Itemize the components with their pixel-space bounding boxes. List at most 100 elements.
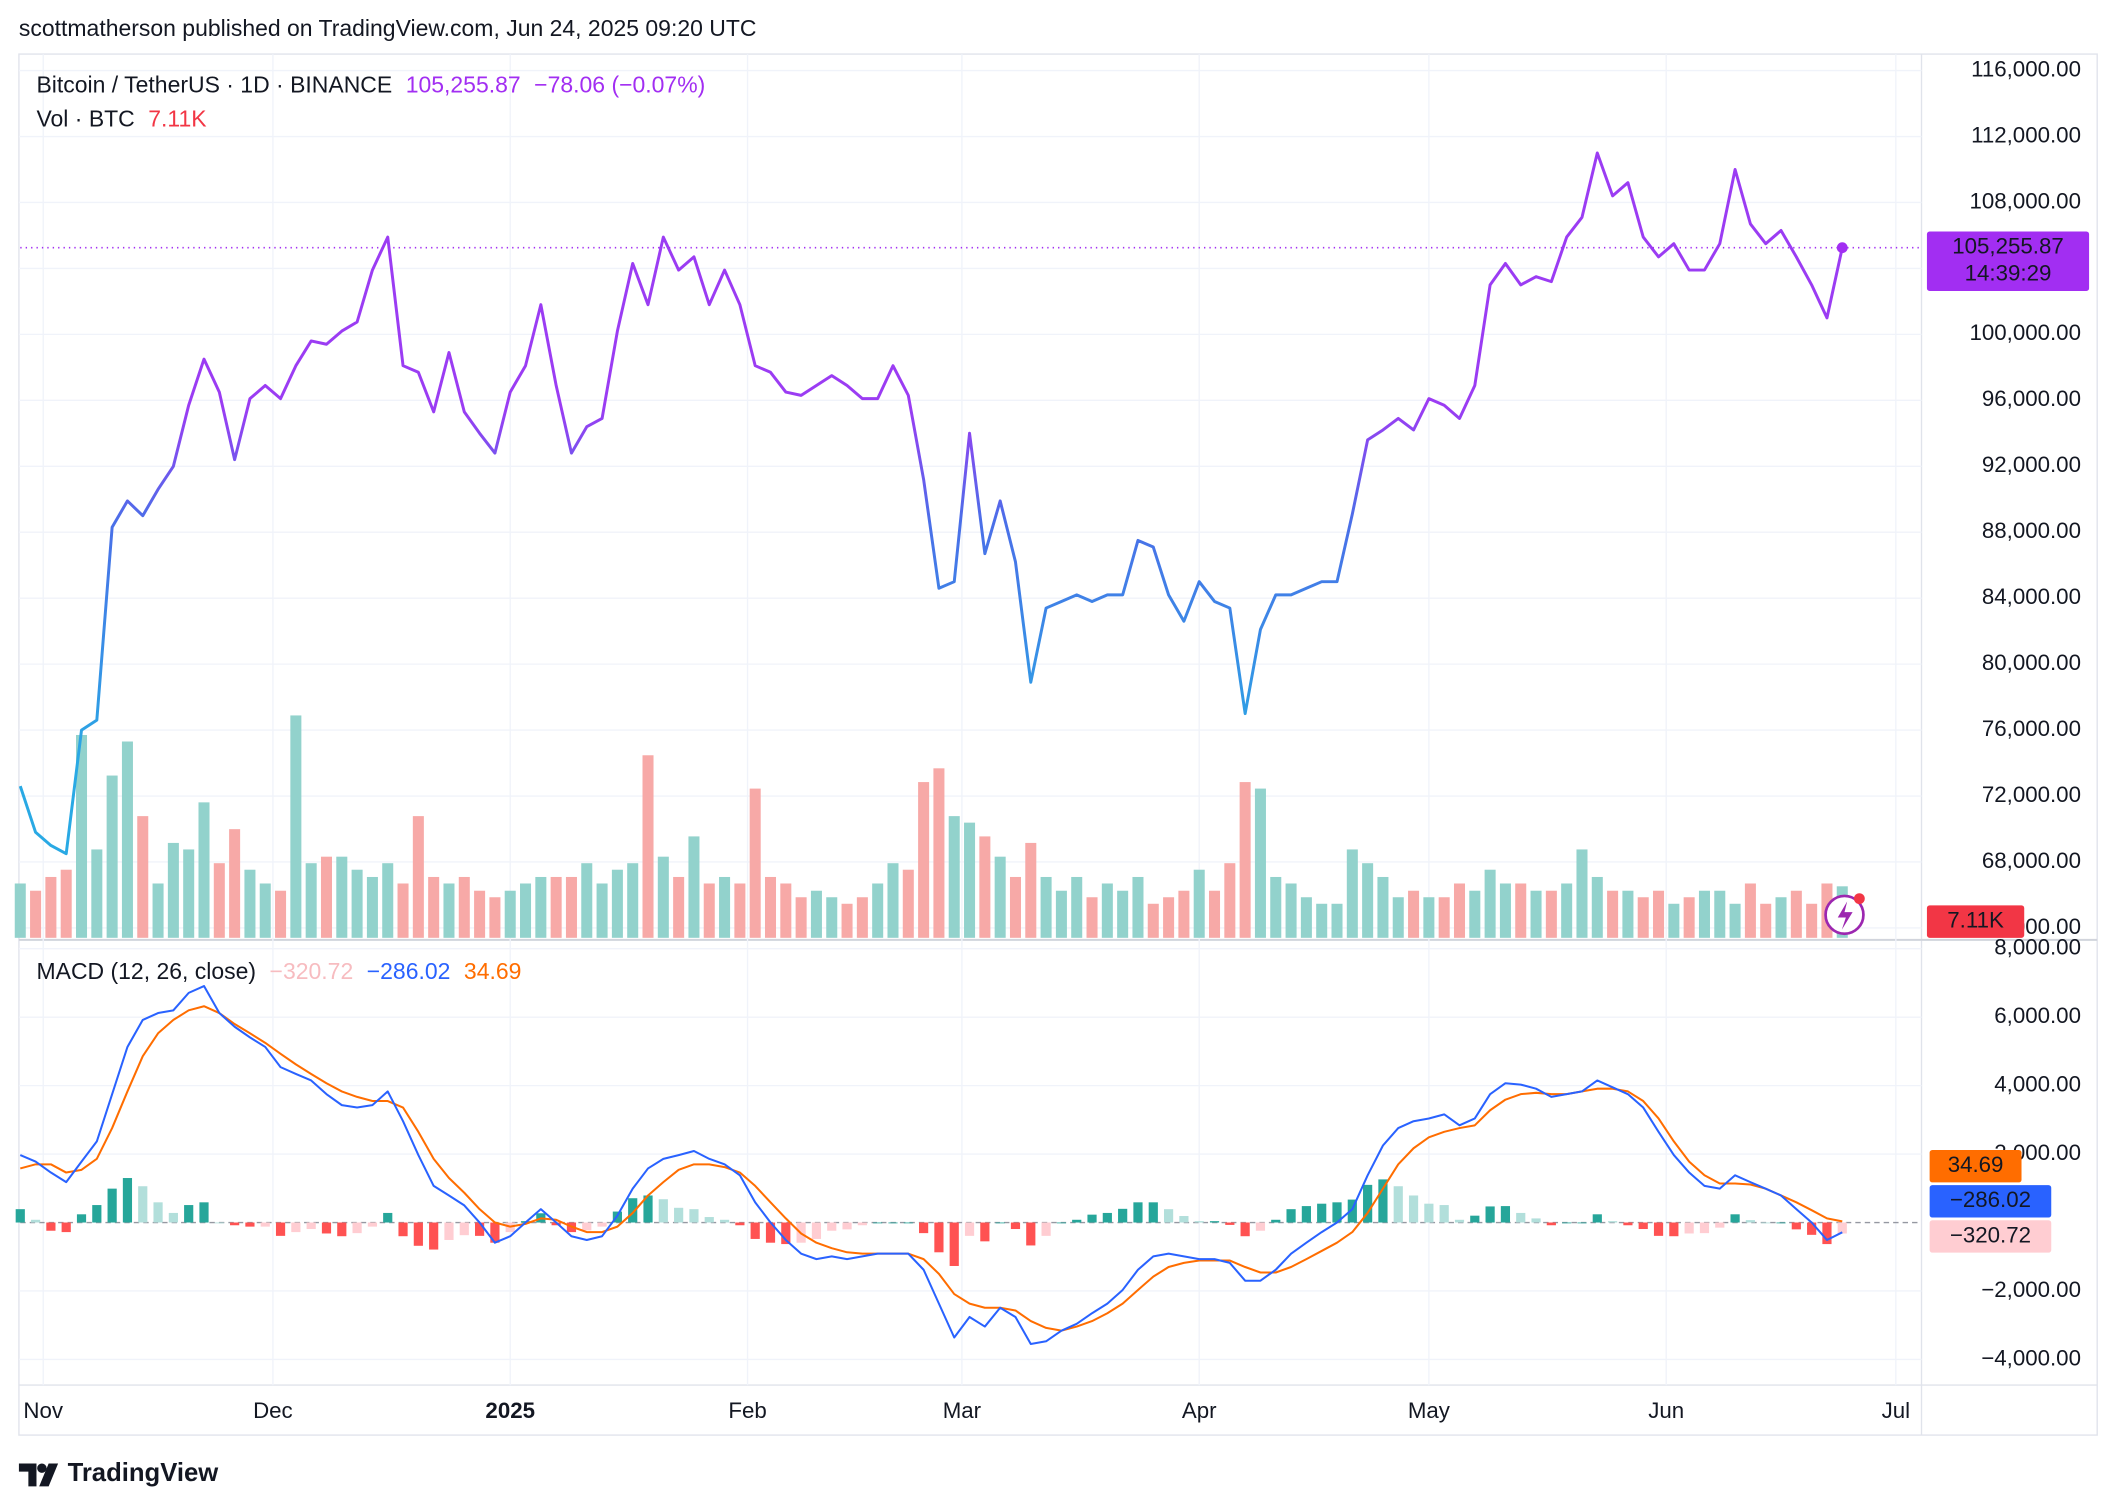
volume-bar — [1331, 903, 1343, 938]
y-tick-label: 84,000.00 — [1982, 584, 2081, 609]
volume-bar — [198, 802, 210, 938]
histogram-bar — [1562, 1222, 1572, 1224]
volume-bar — [1117, 890, 1129, 938]
volume-bar — [1653, 890, 1665, 938]
histogram-bar — [1072, 1219, 1082, 1223]
histogram-bar — [1225, 1222, 1235, 1225]
macd-title: MACD (12, 26, close) — [36, 958, 256, 984]
histogram-bar — [1010, 1222, 1021, 1230]
y-tick-label: −2,000.00 — [1981, 1277, 2081, 1302]
histogram-bar — [367, 1222, 378, 1227]
histogram-bar — [827, 1222, 837, 1231]
histogram-bar — [1837, 1222, 1847, 1234]
histogram-bar — [934, 1222, 944, 1253]
histogram-bar — [1776, 1222, 1786, 1224]
y-tick-label: 88,000.00 — [1982, 518, 2081, 543]
histogram-bar — [689, 1209, 699, 1223]
volume-bar — [810, 890, 822, 938]
volume-bar — [397, 883, 409, 938]
volume-bar — [1453, 883, 1466, 938]
volume-bar — [1362, 863, 1374, 938]
volume-bar — [856, 897, 868, 938]
histogram-bar — [1516, 1212, 1526, 1223]
volume-bar — [474, 890, 486, 938]
histogram-bar — [138, 1186, 148, 1223]
histogram-bar — [1653, 1222, 1664, 1236]
volume-bar — [872, 883, 884, 938]
volume-bar — [1377, 876, 1389, 938]
histogram-bar — [1041, 1222, 1051, 1236]
y-tick-label: 108,000.00 — [1969, 188, 2081, 213]
y-tick-label: 116,000.00 — [1971, 56, 2081, 81]
price-axis-label: 14:39:29 — [1965, 261, 2052, 286]
histogram-bar — [76, 1214, 87, 1223]
volume-bar — [1423, 897, 1435, 938]
price-axis-label: 105,255.87 — [1952, 234, 2064, 259]
histogram-bar — [873, 1222, 883, 1224]
volume-bar — [520, 883, 532, 938]
histogram-bar — [92, 1205, 102, 1223]
histogram-bar — [582, 1222, 592, 1231]
histogram-bar — [1056, 1222, 1067, 1224]
histogram-bar — [1424, 1203, 1434, 1223]
y-tick-label: −4,000.00 — [1981, 1345, 2081, 1370]
last-price: 105,255.87 — [406, 72, 521, 98]
histogram-bar — [214, 1222, 224, 1224]
histogram-bar — [1179, 1216, 1189, 1223]
x-tick-label: 2025 — [485, 1398, 535, 1423]
histogram-axis-label: −320.72 — [1950, 1222, 2031, 1247]
volume-bar — [1622, 890, 1634, 938]
volume-bar — [320, 856, 332, 938]
volume-bar — [979, 836, 991, 938]
volume-bar — [1055, 890, 1067, 938]
histogram-bar — [275, 1222, 286, 1236]
volume-bar — [565, 876, 577, 938]
volume-bar — [1040, 876, 1052, 938]
histogram-bar — [321, 1222, 332, 1234]
macd-legend: MACD (12, 26, close) −320.72 −286.02 34.69 — [36, 958, 521, 984]
histogram-bar — [153, 1202, 163, 1223]
x-tick-label: Nov — [23, 1398, 63, 1423]
histogram-bar — [1807, 1222, 1817, 1235]
x-tick-label: Feb — [728, 1398, 766, 1423]
byline: scottmatherson published on TradingView.… — [19, 15, 757, 41]
volume-bar — [1714, 890, 1726, 938]
brand-logo: TradingView — [18, 1459, 218, 1487]
y-tick-label: 68,000.00 — [1982, 848, 2081, 873]
volume-bar — [305, 863, 317, 938]
histogram-bar — [1791, 1222, 1801, 1230]
histogram-bar — [15, 1209, 25, 1223]
volume-bar — [290, 715, 302, 938]
volume-bar — [229, 829, 241, 938]
volume-bar — [841, 903, 853, 938]
volume-bar — [1239, 782, 1251, 938]
histogram-bar — [429, 1222, 439, 1250]
x-tick-label: Mar — [943, 1398, 982, 1423]
volume-bar — [673, 876, 685, 938]
volume-bar — [213, 863, 225, 938]
volume-bar — [1545, 890, 1557, 938]
histogram-bar — [1608, 1221, 1618, 1223]
histogram-bar — [383, 1212, 393, 1223]
price-change: −78.06 (−0.07%) — [534, 72, 705, 98]
histogram-bar — [765, 1222, 776, 1243]
histogram-bar — [1317, 1203, 1327, 1223]
histogram-axis-label-box — [1929, 1220, 2052, 1253]
x-tick-label: May — [1408, 1398, 1451, 1423]
macd-line — [19, 985, 1843, 1346]
y-tick-label: 112,000.00 — [1971, 122, 2081, 147]
volume-bar — [1178, 890, 1190, 938]
histogram-bar — [704, 1217, 714, 1223]
y-tick-label: 72,000.00 — [1982, 782, 2081, 807]
histogram-bar — [1194, 1221, 1204, 1223]
y-tick-label: 76,000.00 — [1982, 716, 2081, 741]
volume-bar — [1270, 876, 1282, 938]
volume-bar — [1392, 897, 1404, 938]
volume-bar — [1408, 890, 1420, 938]
histogram-bar — [1378, 1179, 1388, 1223]
volume-bar — [1576, 849, 1588, 938]
volume-bar — [780, 883, 792, 938]
histogram-bar — [1286, 1209, 1296, 1223]
